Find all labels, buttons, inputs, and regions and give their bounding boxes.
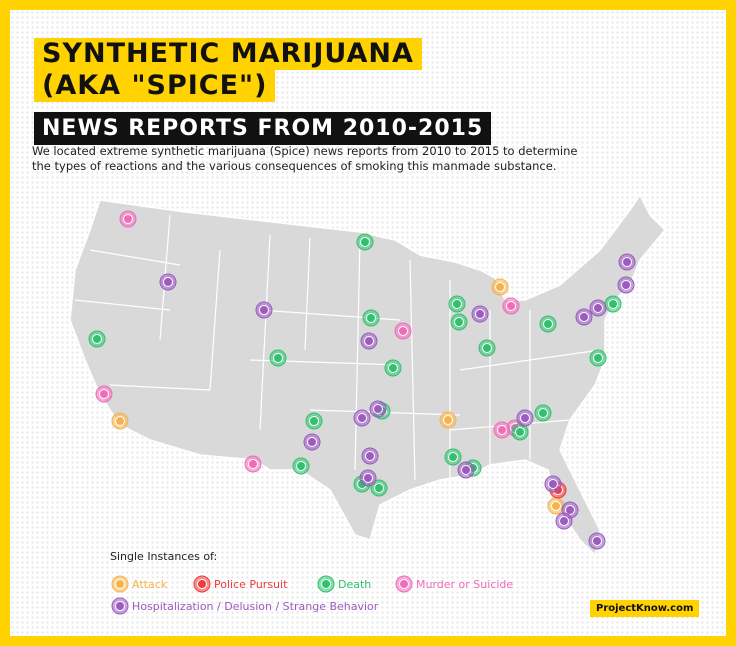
markers [88,210,636,550]
title-line: (AKA "SPICE") [34,70,276,102]
legend-swatch [193,575,211,593]
marker [454,317,464,327]
marker [497,425,507,435]
marker [443,415,453,425]
legend-label: Death [338,578,372,591]
legend-swatch [317,575,335,593]
marker [373,404,383,414]
marker [548,479,558,489]
marker [360,237,370,247]
marker [520,413,530,423]
marker [448,452,458,462]
marker [593,353,603,363]
marker [452,299,462,309]
canvas: SYNTHETIC MARIJUANA (AKA "SPICE") NEWS R… [10,10,726,636]
marker [461,465,471,475]
marker [296,461,306,471]
marker [364,336,374,346]
marker [357,413,367,423]
marker [622,257,632,267]
marker [92,334,102,344]
marker [515,427,525,437]
marker [559,516,569,526]
description: the types of reactions and the various c… [32,159,557,173]
marker [248,459,258,469]
marker [399,579,409,589]
marker [197,579,207,589]
marker [366,313,376,323]
marker [475,309,485,319]
marker [115,601,125,611]
legend-label: Attack [132,578,168,591]
subtitle: NEWS REPORTS FROM 2010-2015 [34,112,492,145]
marker [398,326,408,336]
marker [259,305,269,315]
marker [608,299,618,309]
marker [374,483,384,493]
marker [482,343,492,353]
marker [273,353,283,363]
legend-label: Hospitalization / Delusion / Strange Beh… [132,600,379,613]
marker [115,579,125,589]
legend-swatch [111,575,129,593]
legend-heading: Single Instances of: [110,550,218,563]
marker [538,408,548,418]
marker [593,303,603,313]
description: We located extreme synthetic marijuana (… [32,144,578,158]
marker [307,437,317,447]
marker [495,282,505,292]
marker [309,416,319,426]
marker [99,389,109,399]
marker [506,301,516,311]
legend-label: Police Pursuit [214,578,288,591]
marker [621,280,631,290]
marker [388,363,398,373]
marker [579,312,589,322]
marker [565,505,575,515]
credit: ProjectKnow.com [590,600,700,617]
marker [365,451,375,461]
title-line: SYNTHETIC MARIJUANA [34,38,422,70]
marker [123,214,133,224]
map [69,193,667,557]
marker [551,501,561,511]
legend-swatch [395,575,413,593]
marker [321,579,331,589]
marker [592,536,602,546]
legend-swatch [111,597,129,615]
marker [163,277,173,287]
marker [543,319,553,329]
marker [115,416,125,426]
legend-label: Murder or Suicide [416,578,514,591]
marker [363,473,373,483]
